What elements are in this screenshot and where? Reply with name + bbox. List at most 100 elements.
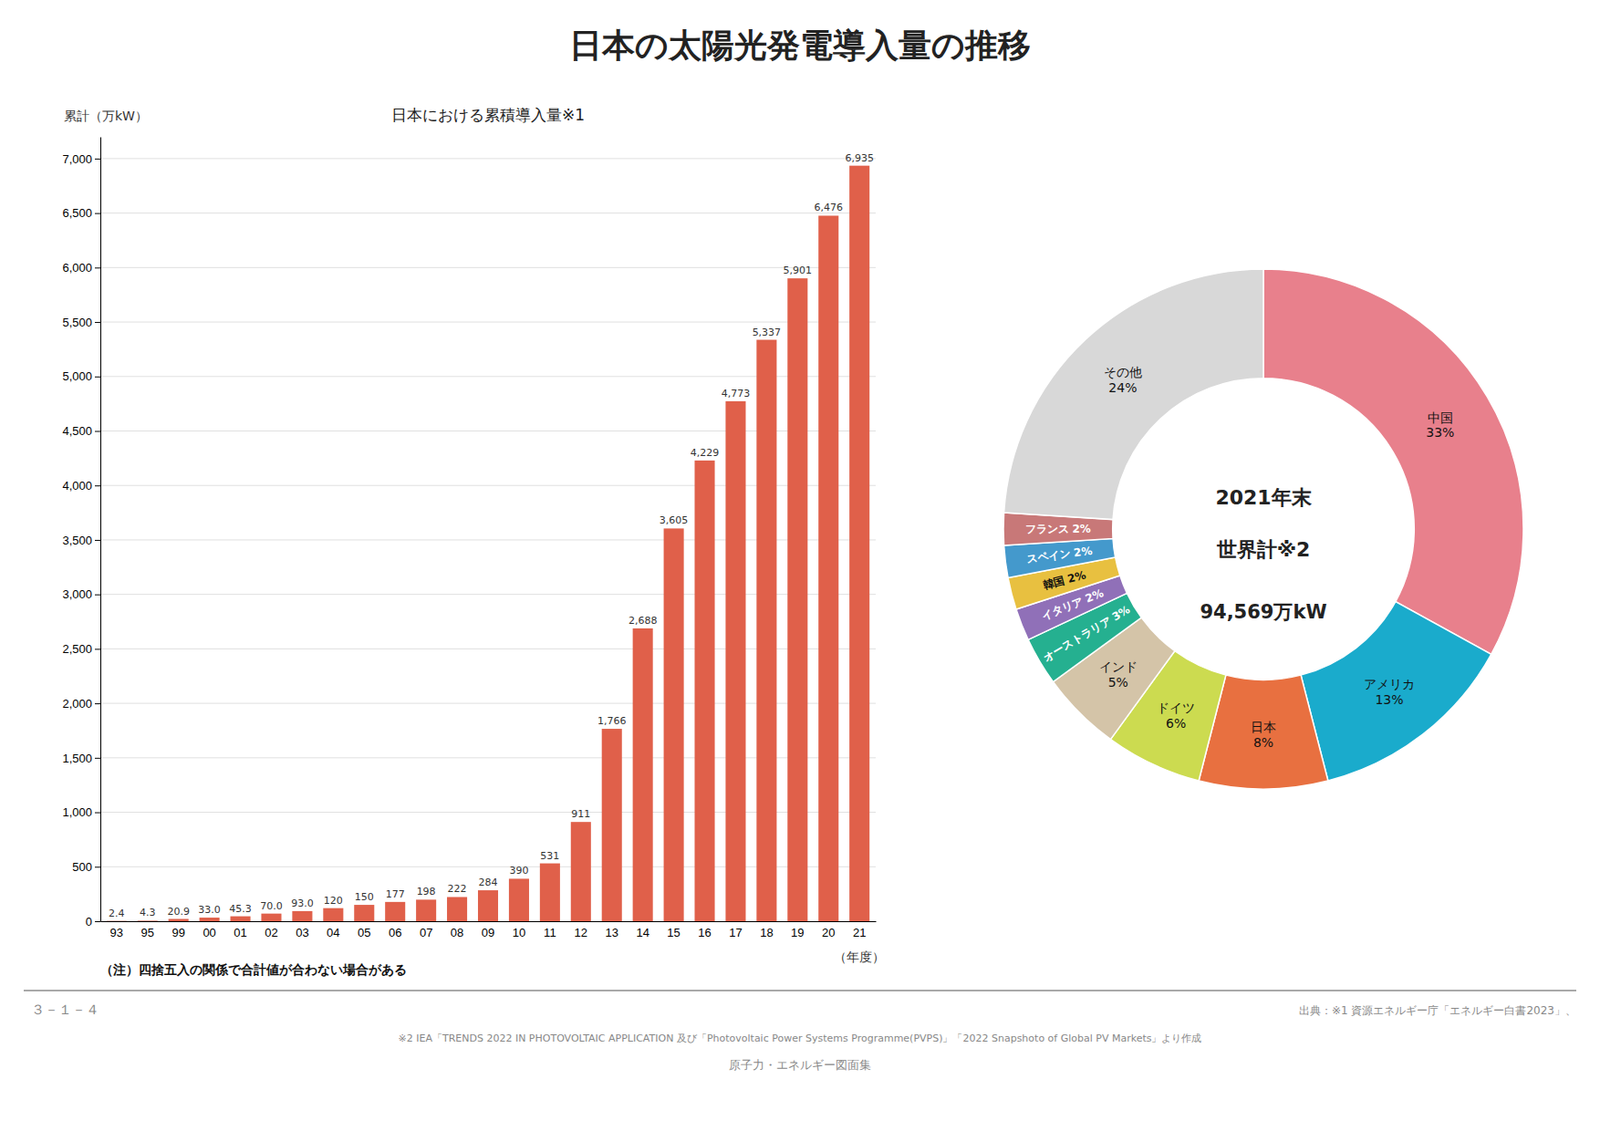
x-tick-label: 05 [357,925,371,940]
y-tick-label: 2,500 [62,642,93,656]
x-tick: 12 [574,925,588,940]
x-tick-label: 10 [512,925,526,940]
source: 出典：※1 資源エネルギー庁「エネルギー白書2023」、 [1298,1004,1577,1018]
slices [1003,269,1524,790]
y-tick: 2,000 [62,696,101,711]
slice-label: イタリア2% [1039,586,1106,624]
y-tick-mark [94,648,101,650]
x-tick-label: 04 [326,925,340,940]
x-tick-label: 12 [574,925,588,940]
y-tick-label: 500 [72,860,93,874]
y-tick: 6,500 [62,206,101,220]
slice-label: その他24% [1103,364,1143,395]
slice-label-value: 3% [1110,602,1133,624]
bar [694,460,715,922]
data-label: 33.0 [197,903,221,916]
x-tick-label: 17 [728,925,742,940]
data-label: 6,476 [814,201,844,214]
bar [168,919,189,922]
title: 日本の太陽光発電導入量の推移 [569,26,1031,64]
x-tick-label: 01 [233,925,247,940]
slice-label: フランス2% [1025,522,1091,536]
slice [1300,602,1492,781]
bar [818,215,839,922]
data-label: 284 [478,876,499,889]
y-tick: 6,000 [62,260,101,275]
y-tick: 1,500 [62,750,101,765]
x-tick: 99 [171,925,185,940]
data-label: 45.3 [228,903,252,915]
x-tick-label: 08 [450,925,464,940]
y-tick: 3,000 [62,587,101,602]
y-tick-label: 4,000 [62,478,93,493]
slice-label-value: 2% [1083,586,1106,606]
x-tick: 04 [326,925,340,940]
x-tick: 21 [852,925,866,940]
bar [415,899,437,922]
bar [291,911,312,922]
data-label: 20.9 [166,905,190,918]
bar [725,401,746,922]
slice-label-name: オーストラリア [1040,613,1113,665]
x-axis-line [101,921,877,923]
note: （注）四捨五入の関係で合計値が合わない場合がある [100,962,407,977]
slice-label-value: 33% [1425,425,1455,440]
y-tick-mark [94,485,101,487]
slice-label: 韓国2% [1041,568,1088,592]
x-tick: 06 [388,925,402,940]
y-tick-mark [94,812,101,814]
grid-line [100,267,876,269]
footer: （注）四捨五入の関係で合計値が合わない場合がある３－１－４出典：※1 資源エネル… [23,962,1577,1072]
data-label: 222 [447,883,468,895]
x-tick: 00 [202,925,216,940]
slice-label: ドイツ6% [1156,700,1195,731]
bar [322,908,343,922]
x-tick: 05 [357,925,371,940]
y-tick-label: 1,500 [62,750,93,765]
grid [100,158,876,922]
slice-label-name: イタリア [1039,594,1086,624]
y-tick-label: 6,000 [62,260,93,275]
bar [571,821,592,922]
slice-label-name: 日本 [1250,719,1277,735]
bar [446,896,468,922]
x-tick-label: 15 [666,925,680,940]
bar [787,278,808,922]
grid-line [100,322,876,323]
subtitle: 日本における累積導入量※1 [391,105,585,125]
bars [106,166,870,922]
x-axis-title: （年度） [833,949,885,965]
slice-label: スペイン2% [1026,544,1093,566]
data-label: 5,901 [783,264,813,277]
x-tick-label: 20 [821,925,835,940]
data-label: 120 [323,894,343,907]
x-tick-label: 19 [790,925,804,940]
bar [137,920,158,922]
x-tick-label: 16 [697,925,711,940]
slice [1263,269,1524,655]
x-tick-label: 18 [759,925,773,940]
y-tick: 2,500 [62,642,101,656]
x-tick-label: 13 [604,925,618,940]
x-tick-label: 06 [388,925,402,940]
y-tick-label: 5,000 [62,369,93,384]
grid-line [100,157,876,159]
data-label: 4.3 [139,906,156,919]
x-tick: 14 [635,925,649,940]
slice-label: 日本8% [1250,719,1277,750]
y-tick-mark [94,376,101,378]
separator [23,989,1577,991]
y-tick-label: 6,500 [62,206,93,220]
y-tick-mark [94,921,101,923]
data-label: 150 [354,891,375,904]
slice-label-value: 2% [1072,544,1093,560]
data-label: 1,766 [597,715,627,728]
source: 原子力・エネルギー図面集 [728,1058,872,1072]
grid-line [100,212,876,214]
x-tick: 09 [481,925,495,940]
bar [540,863,561,922]
x-tick-label: 02 [264,925,278,940]
y-tick-label: 5,500 [62,315,93,330]
slice [1004,269,1264,520]
y-tick-label: 0 [85,914,93,929]
